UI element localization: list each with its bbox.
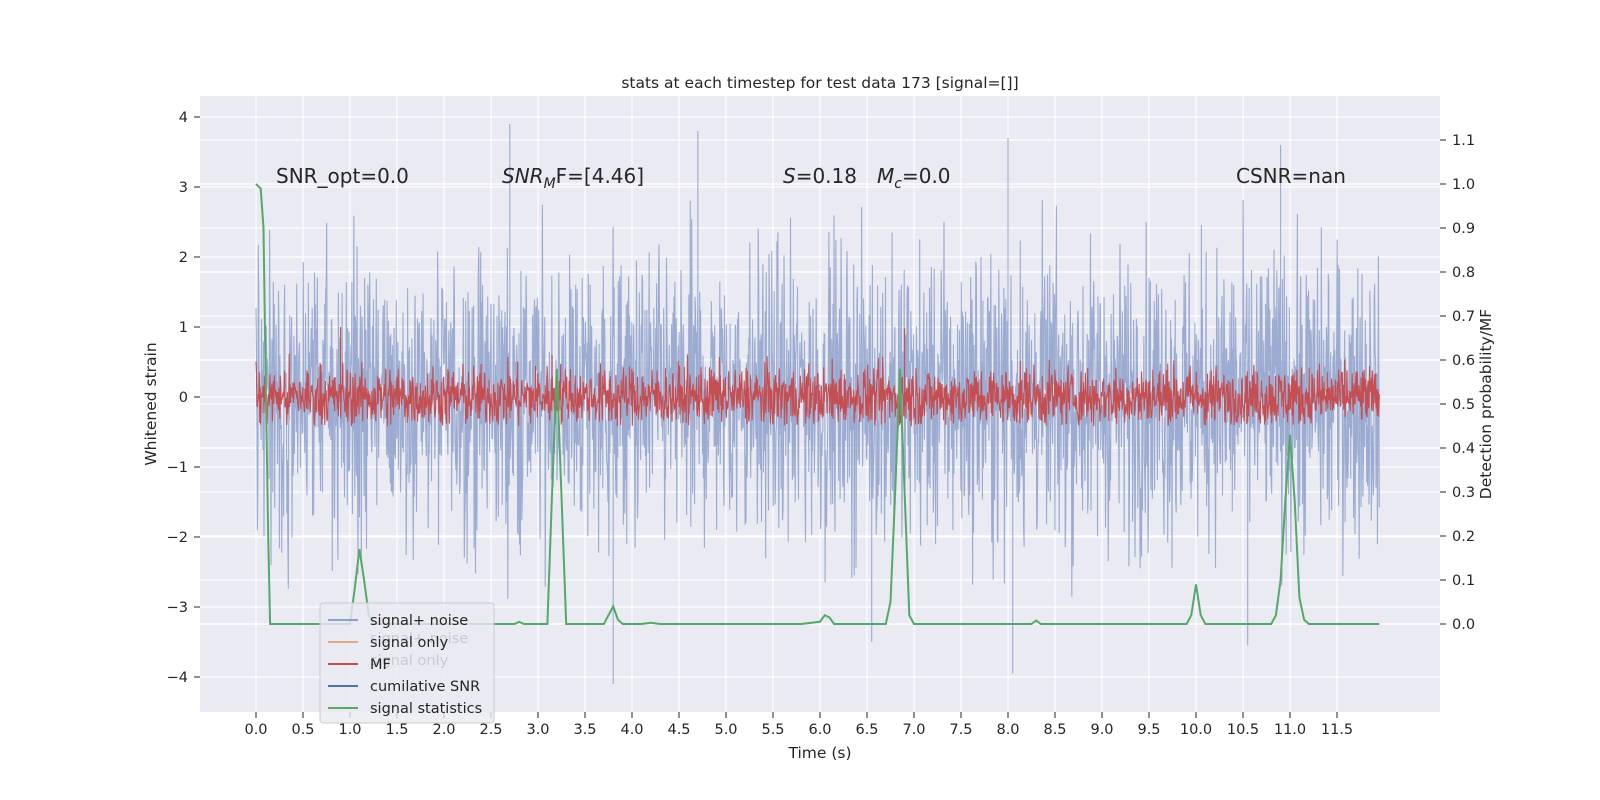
annotation-mc: Mc=0.0 [877, 164, 951, 192]
x-tick-label: 4.0 [620, 722, 643, 738]
x-tick-label: 3.0 [526, 722, 549, 738]
x-tick-label: 3.5 [573, 722, 596, 738]
y-tick-label: 4 [179, 110, 188, 126]
legend-label: cumilative SNR [370, 679, 480, 695]
y2-tick-label: 1.1 [1452, 133, 1475, 149]
x-tick-label: 9.0 [1090, 722, 1113, 738]
y2-tick-label: 0.8 [1452, 265, 1475, 281]
annotation-snr-mf-sub: M [544, 176, 556, 192]
y-axis-label: Whitened strain [142, 342, 160, 465]
legend-ghost-label-1: signal only [370, 653, 449, 669]
y-tick-label: 0 [179, 390, 188, 406]
annotation-snr-mf: SNRMF=[4.46] [502, 164, 644, 192]
x-tick-label: 4.5 [667, 722, 690, 738]
x-tick-label: 0.5 [291, 722, 314, 738]
y-tick-label: 2 [179, 250, 188, 266]
x-tick-label: 9.5 [1137, 722, 1160, 738]
series-layer [255, 124, 1380, 684]
y2-tick-label: 0.4 [1452, 441, 1475, 457]
ticks-layer: 0.0 0.5 1.0 1.5 2.0 2.5 3.0 3.5 4.0 4.5 5.0 5.5 6.0 6… [167, 110, 1475, 738]
x-tick-label: 10.0 [1180, 722, 1212, 738]
annotation-s-rest: =0.18 [796, 164, 857, 188]
x-tick-label: 11.5 [1321, 722, 1353, 738]
x-tick-label: 5.5 [761, 722, 784, 738]
legend-frame [319, 602, 495, 724]
x-tick-label: 7.0 [902, 722, 925, 738]
annotation-snr-opt: SNR_opt=0.0 [276, 164, 409, 188]
y2-tick-label: 0.5 [1452, 397, 1475, 413]
x-tick-label: 0.0 [244, 722, 267, 738]
x-tick-label: 1.0 [338, 722, 361, 738]
legend-ghost-label-0: signal+ noise [370, 631, 468, 647]
annotation-snr-mf-rest: F=[4.46] [556, 164, 644, 188]
annotation-mc-rest: =0.0 [902, 164, 951, 188]
x-tick-label: 10.5 [1227, 722, 1259, 738]
x-tick-label: 11.0 [1274, 722, 1306, 738]
legend-label: signal+ noise [370, 613, 468, 629]
annotation-mc-sub: c [894, 176, 902, 192]
x-tick-label: 2.0 [432, 722, 455, 738]
right-y-axis-label: Detection probability/MF [1477, 309, 1495, 500]
y2-tick-label: 0.6 [1452, 353, 1475, 369]
y-tick-label: 3 [179, 180, 188, 196]
annotation-mc-label: M [877, 164, 894, 188]
legend: signal+ noise signal only signal+ noises… [319, 602, 495, 724]
x-tick-label: 1.5 [385, 722, 408, 738]
x-tick-label: 2.5 [479, 722, 502, 738]
annotation-csnr: CSNR=nan [1236, 164, 1346, 188]
y2-tick-label: 0.7 [1452, 309, 1475, 325]
x-tick-label: 8.5 [1043, 722, 1066, 738]
x-tick-label: 6.0 [808, 722, 831, 738]
y2-tick-label: 0.9 [1452, 221, 1475, 237]
annotations: SNR_opt=0.0 SNRMF=[4.46] S=0.18 Mc=0.0 C… [276, 164, 1346, 192]
y-tick-label: 1 [179, 320, 188, 336]
x-tick-label: 8.0 [996, 722, 1019, 738]
y-tick-label: −4 [167, 670, 188, 686]
x-tick-label: 5.0 [714, 722, 737, 738]
series-signal-statistics [255, 183, 1380, 625]
y-tick-label: −3 [167, 600, 188, 616]
x-tick-label: 7.5 [949, 722, 972, 738]
y2-tick-label: 0.0 [1452, 617, 1475, 633]
annotation-s: S=0.18 [783, 164, 857, 188]
series-mf [255, 327, 1380, 427]
y2-tick-label: 1.0 [1452, 177, 1475, 193]
x-axis-label: Time (s) [787, 744, 851, 762]
legend-label: MF [370, 657, 391, 673]
y2-tick-label: 0.2 [1452, 529, 1475, 545]
y-tick-label: −2 [167, 530, 188, 546]
chart-title: stats at each timestep for test data 173… [621, 74, 1018, 92]
y-tick-label: −1 [167, 460, 188, 476]
series-signal-plus-noise [255, 124, 1380, 684]
legend-label: signal statistics [370, 701, 482, 717]
y2-tick-label: 0.3 [1452, 485, 1475, 501]
legend-label: signal only [370, 635, 449, 651]
x-tick-label: 6.5 [855, 722, 878, 738]
annotation-s-label: S [783, 164, 796, 188]
y2-tick-label: 0.1 [1452, 573, 1475, 589]
annotation-snr-mf-label: SNR [502, 164, 544, 188]
